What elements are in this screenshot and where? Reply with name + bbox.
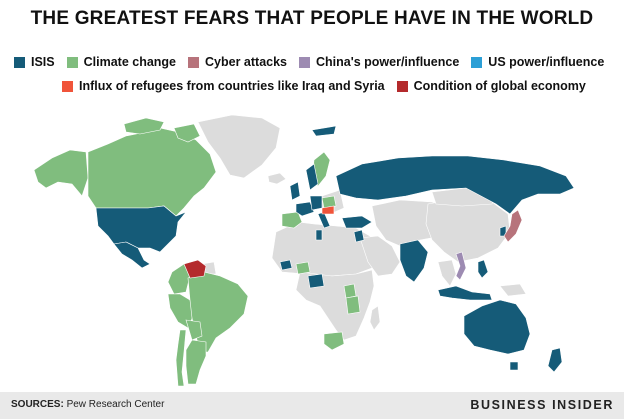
senegal bbox=[279, 259, 293, 271]
legend-swatch-refugees bbox=[62, 80, 73, 92]
legend-item-refugees: Influx of refugees from countries like I… bbox=[62, 79, 385, 93]
madagascar bbox=[369, 305, 381, 331]
legend-label-isis: ISIS bbox=[31, 55, 55, 69]
legend-item-cyber-attacks: Cyber attacks bbox=[188, 55, 287, 69]
legend-label-global-economy: Condition of global economy bbox=[413, 79, 586, 93]
legend-item-climate-change: Climate change bbox=[66, 55, 177, 69]
sources-note: SOURCES: Pew Research Center bbox=[11, 399, 164, 410]
turkey-region bbox=[341, 215, 373, 229]
legend-item-chinas-power: China's power/influence bbox=[299, 55, 459, 69]
argentina bbox=[185, 339, 207, 385]
no-data-regions bbox=[197, 114, 527, 341]
uganda bbox=[343, 283, 357, 299]
legend-label-chinas-power: China's power/influence bbox=[316, 55, 460, 69]
russia bbox=[335, 155, 575, 215]
philippines bbox=[477, 259, 489, 279]
sources-text: Pew Research Center bbox=[66, 399, 165, 410]
legend-label-climate-change: Climate change bbox=[83, 55, 177, 69]
venezuela bbox=[183, 259, 207, 279]
tunisia bbox=[315, 229, 323, 241]
germany bbox=[309, 195, 323, 211]
legend-row-1: ISIS Climate change Cyber attacks China'… bbox=[14, 55, 604, 69]
legend-swatch-chinas-power bbox=[299, 56, 311, 68]
footer-bar: SOURCES: Pew Research Center BUSINESS IN… bbox=[0, 392, 624, 419]
legend-label-cyber-attacks: Cyber attacks bbox=[205, 55, 288, 69]
papua-new-guinea bbox=[499, 283, 527, 297]
chile bbox=[175, 329, 187, 387]
united-states bbox=[95, 205, 187, 253]
australia bbox=[463, 299, 531, 355]
alaska bbox=[33, 149, 89, 197]
vietnam bbox=[455, 251, 467, 281]
iceland bbox=[267, 172, 287, 185]
legend-label-us-power: US power/influence bbox=[488, 55, 605, 69]
legend-swatch-isis bbox=[14, 56, 25, 68]
nigeria-ghana bbox=[307, 273, 325, 289]
israel-jordan bbox=[353, 229, 365, 243]
world-map bbox=[33, 114, 575, 387]
south-africa bbox=[323, 331, 345, 351]
new-zealand bbox=[547, 347, 563, 373]
japan bbox=[503, 209, 523, 243]
uk bbox=[289, 181, 301, 201]
brazil bbox=[187, 271, 249, 353]
legend-swatch-climate-change bbox=[66, 56, 78, 68]
legend-row-2: Influx of refugees from countries like I… bbox=[62, 79, 586, 93]
burkina-faso bbox=[295, 261, 311, 275]
tasmania bbox=[509, 361, 519, 371]
canada bbox=[87, 127, 217, 217]
sources-label: SOURCES: bbox=[11, 399, 64, 410]
legend-swatch-global-economy bbox=[396, 80, 408, 92]
bolivia bbox=[185, 319, 203, 341]
china bbox=[425, 197, 511, 263]
greenland bbox=[197, 114, 281, 179]
legend-swatch-cyber-attacks bbox=[188, 56, 200, 68]
legend-item-global-economy: Condition of global economy bbox=[396, 79, 586, 93]
india bbox=[399, 239, 429, 283]
hungary bbox=[321, 205, 335, 215]
business-insider-logo: BUSINESS INSIDER bbox=[470, 398, 614, 412]
page-title: THE GREATEST FEARS THAT PEOPLE HAVE IN T… bbox=[30, 8, 594, 29]
spain bbox=[281, 211, 303, 229]
indonesia bbox=[437, 285, 493, 301]
baffin-island bbox=[173, 123, 201, 143]
russia-arctic-isles bbox=[311, 125, 337, 137]
france bbox=[295, 201, 315, 217]
sweden bbox=[305, 163, 319, 191]
legend-item-us-power: US power/influence bbox=[471, 55, 604, 69]
canadian-arctic bbox=[123, 117, 165, 135]
climate-change-regions bbox=[33, 117, 361, 387]
tanzania bbox=[345, 295, 361, 315]
central-africa-gray bbox=[295, 269, 375, 341]
isis-regions bbox=[95, 125, 575, 373]
poland bbox=[321, 195, 337, 209]
arabia bbox=[359, 235, 401, 277]
mexico bbox=[113, 241, 151, 269]
legend-swatch-us-power bbox=[471, 56, 483, 68]
legend-label-refugees: Influx of refugees from countries like I… bbox=[79, 79, 385, 93]
legend-item-isis: ISIS bbox=[14, 55, 55, 69]
southeast-asia-gray bbox=[437, 259, 457, 287]
